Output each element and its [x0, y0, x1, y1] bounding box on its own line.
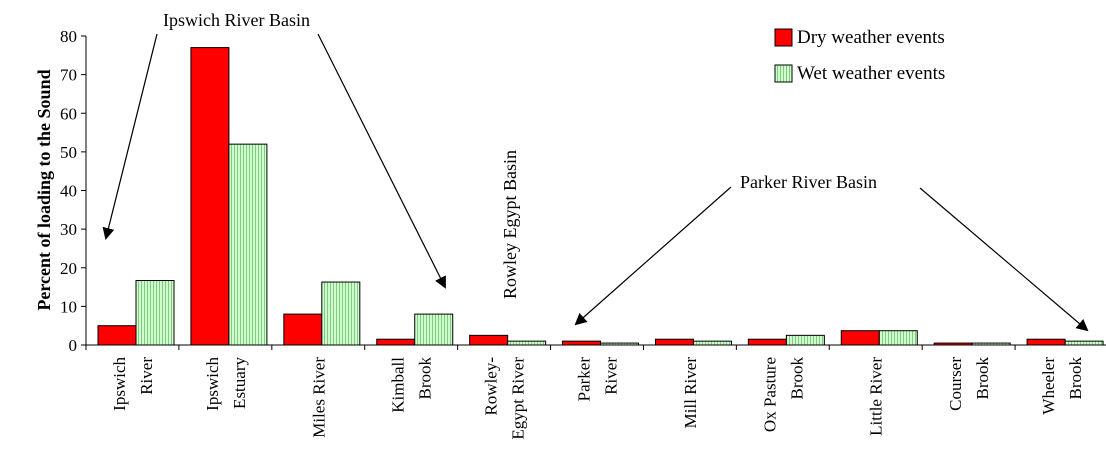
bar-dry-weather: [469, 334, 509, 346]
y-axis-ticks: 0 10 20 30 40 50 60 70 80: [60, 27, 86, 355]
bar-dry-weather: [562, 340, 602, 346]
x-category-label: Ox Pasture: [760, 357, 779, 432]
y-tick-label: 70: [60, 66, 77, 85]
x-category-label: Brook: [787, 357, 806, 400]
annotation-ipswich-basin: Ipswich River Basin: [102, 10, 446, 289]
legend-label-wet: Wet weather events: [797, 63, 945, 84]
axes: [85, 36, 1106, 350]
bar-dry-weather: [376, 338, 416, 346]
legend-swatch-dry: [774, 28, 793, 47]
bar-dry-weather: [283, 313, 323, 346]
category-labels: Ipswich River Ipswich Estuary Miles River Kim…: [110, 357, 1085, 440]
annotation-arrow-ipswich-river: [102, 33, 158, 240]
x-category-label: Mill River: [681, 357, 700, 429]
x-category-label: River: [602, 357, 621, 395]
annotation-arrow-wheeler-brook: [919, 187, 1089, 332]
legend: Dry weather events Wet weather events: [774, 27, 945, 84]
x-category-label: Miles River: [309, 357, 328, 438]
x-category-label: Brook: [1066, 357, 1085, 400]
bar-wet-weather: [785, 334, 825, 346]
bar-dry-weather: [840, 330, 880, 346]
legend-swatch-wet: [774, 64, 793, 83]
x-category-label: Wheeler: [1039, 357, 1058, 415]
bar-wet-weather: [878, 330, 918, 346]
y-tick-label: 80: [60, 27, 77, 46]
x-category-label: Estuary: [230, 357, 249, 409]
bar-wet-weather: [135, 279, 175, 346]
annotation-rowley-egypt-basin: Rowley Egypt Basin: [500, 150, 520, 299]
x-category-label: Parker: [575, 357, 594, 402]
annotation-ipswich-basin-label: Ipswich River Basin: [163, 10, 310, 30]
bar-wet-weather: [321, 281, 361, 346]
bar-wet-weather: [692, 340, 732, 346]
bar-dry-weather: [747, 338, 787, 346]
x-category-label: Little River: [867, 357, 886, 436]
y-tick-label: 20: [60, 259, 77, 278]
x-category-label: Rowley-: [482, 357, 501, 416]
y-axis-label: Percent of loading to the Sound: [34, 69, 54, 310]
bar-dry-weather: [190, 47, 230, 346]
bar-wet-weather: [1064, 340, 1104, 346]
x-category-label: Kimball: [389, 357, 408, 413]
x-category-label: Courser: [946, 357, 965, 411]
legend-label-dry: Dry weather events: [797, 27, 945, 48]
annotation-arrow-kimball-brook: [317, 33, 446, 289]
annotation-parker-basin: Parker River Basin: [574, 172, 1089, 332]
bar-dry-weather: [97, 325, 137, 346]
annotation-parker-basin-label: Parker River Basin: [740, 172, 877, 192]
x-category-label: Ipswich: [203, 357, 222, 411]
bar-dry-weather: [654, 338, 694, 346]
bars: [97, 47, 1104, 346]
y-tick-label: 30: [60, 220, 77, 239]
y-tick-label: 10: [60, 297, 77, 316]
y-tick-label: 50: [60, 143, 77, 162]
bar-dry-weather: [1026, 338, 1066, 346]
x-category-label: Brook: [973, 357, 992, 400]
y-tick-label: 40: [60, 182, 77, 201]
y-tick-label: 0: [69, 336, 78, 355]
annotation-arrow-parker-river: [574, 186, 732, 326]
x-category-label: River: [137, 357, 156, 395]
bar-wet-weather: [414, 313, 454, 346]
bar-wet-weather: [228, 143, 268, 346]
x-category-label: Brook: [416, 357, 435, 400]
x-category-label: Ipswich: [110, 357, 129, 411]
y-tick-label: 60: [60, 104, 77, 123]
x-category-label: Egypt River: [509, 357, 528, 440]
bar-wet-weather: [507, 340, 547, 346]
